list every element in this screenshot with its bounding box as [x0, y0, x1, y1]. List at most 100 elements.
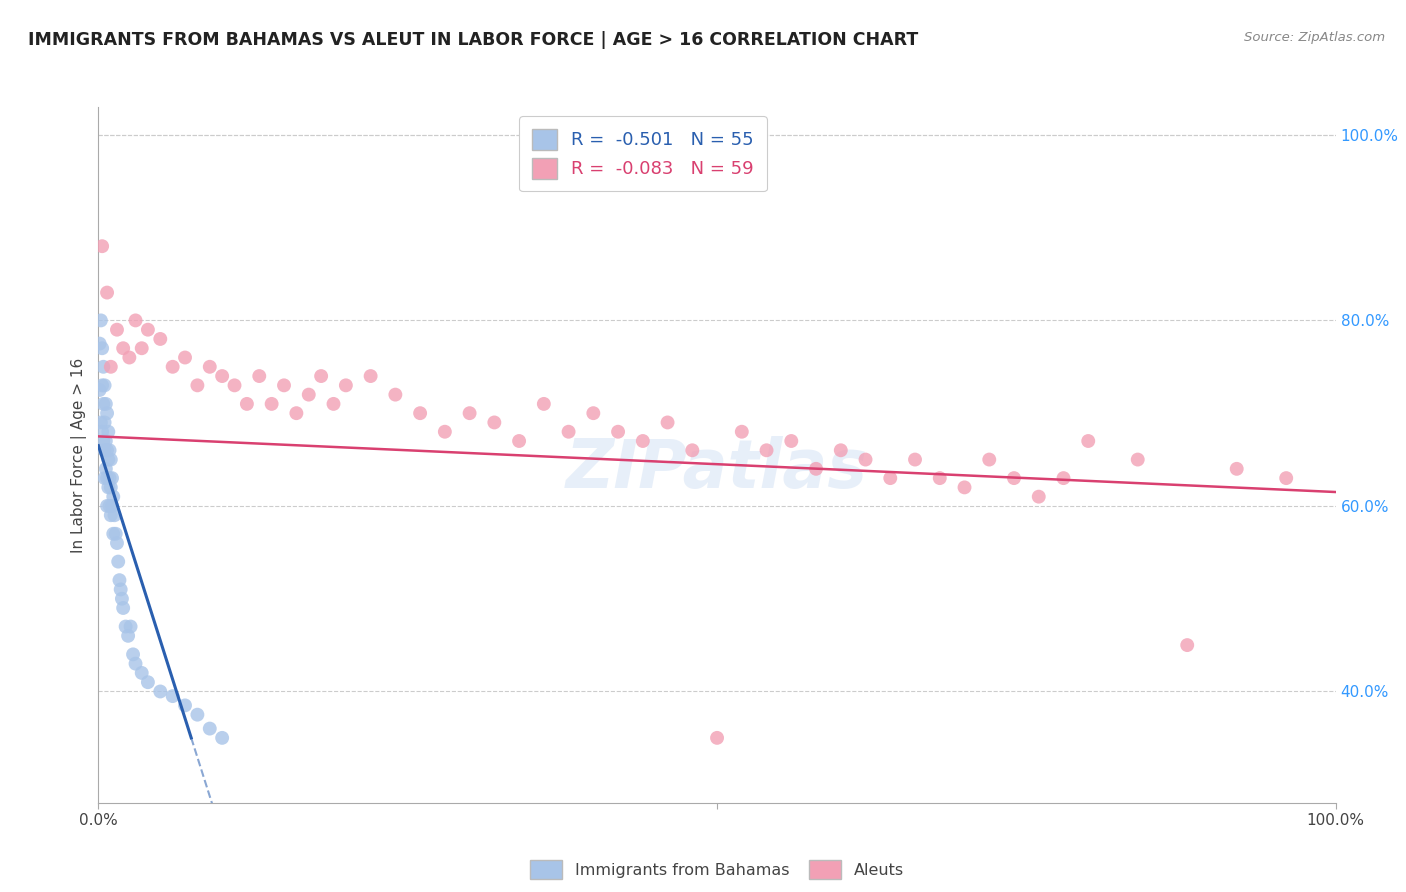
Point	[120, 619, 142, 633]
Point	[97, 480, 120, 494]
Text: IMMIGRANTS FROM BAHAMAS VS ALEUT IN LABOR FORCE | AGE > 16 CORRELATION CHART: IMMIGRANTS FROM BAHAMAS VS ALEUT IN LABO…	[28, 31, 918, 49]
Point	[105, 323, 128, 337]
Point	[298, 387, 321, 401]
Legend: Immigrants from Bahamas, Aleuts: Immigrants from Bahamas, Aleuts	[524, 854, 910, 885]
Point	[162, 689, 184, 703]
Point	[273, 378, 295, 392]
Point	[174, 698, 197, 713]
Point	[103, 526, 125, 541]
Point	[1175, 638, 1198, 652]
Point	[198, 359, 221, 374]
Point	[101, 499, 124, 513]
Point	[657, 416, 679, 430]
Point	[409, 406, 432, 420]
Point	[91, 341, 114, 355]
Point	[804, 462, 827, 476]
Point	[904, 452, 927, 467]
Point	[484, 416, 506, 430]
Point	[607, 425, 630, 439]
Point	[149, 684, 172, 698]
Point	[1126, 452, 1149, 467]
Point	[360, 369, 382, 384]
Point	[731, 425, 754, 439]
Point	[108, 573, 131, 587]
Point	[706, 731, 728, 745]
Point	[260, 397, 283, 411]
Point	[93, 443, 115, 458]
Point	[91, 378, 114, 392]
Point	[1077, 434, 1099, 448]
Point	[780, 434, 803, 448]
Text: Source: ZipAtlas.com: Source: ZipAtlas.com	[1244, 31, 1385, 45]
Point	[681, 443, 703, 458]
Point	[97, 452, 120, 467]
Point	[582, 406, 605, 420]
Point	[122, 648, 145, 662]
Point	[830, 443, 852, 458]
Point	[186, 378, 208, 392]
Point	[117, 629, 139, 643]
Point	[114, 619, 136, 633]
Point	[1052, 471, 1074, 485]
Point	[90, 416, 112, 430]
Point	[91, 239, 114, 253]
Point	[247, 369, 270, 384]
Point	[879, 471, 901, 485]
Y-axis label: In Labor Force | Age > 16: In Labor Force | Age > 16	[72, 358, 87, 552]
Point	[93, 434, 115, 448]
Point	[93, 416, 115, 430]
Point	[557, 425, 579, 439]
Point	[335, 378, 357, 392]
Point	[96, 406, 118, 420]
Point	[98, 443, 121, 458]
Point	[236, 397, 259, 411]
Point	[98, 499, 121, 513]
Point	[111, 591, 134, 606]
Point	[928, 471, 950, 485]
Point	[100, 359, 122, 374]
Point	[174, 351, 197, 365]
Point	[384, 387, 406, 401]
Point	[855, 452, 877, 467]
Point	[93, 471, 115, 485]
Point	[755, 443, 778, 458]
Point	[508, 434, 530, 448]
Point	[285, 406, 308, 420]
Point	[131, 341, 153, 355]
Point	[98, 471, 121, 485]
Point	[136, 323, 159, 337]
Point	[91, 425, 114, 439]
Point	[186, 707, 208, 722]
Point	[97, 425, 120, 439]
Point	[94, 397, 117, 411]
Point	[93, 359, 115, 374]
Point	[224, 378, 246, 392]
Point	[309, 369, 332, 384]
Point	[211, 731, 233, 745]
Point	[96, 471, 118, 485]
Point	[103, 490, 125, 504]
Point	[198, 722, 221, 736]
Point	[1002, 471, 1025, 485]
Point	[1226, 462, 1249, 476]
Point	[100, 480, 122, 494]
Point	[94, 462, 117, 476]
Point	[89, 336, 111, 351]
Point	[93, 378, 115, 392]
Point	[124, 657, 146, 671]
Point	[89, 383, 111, 397]
Point	[118, 351, 141, 365]
Point	[100, 508, 122, 523]
Point	[96, 443, 118, 458]
Point	[211, 369, 233, 384]
Point	[112, 601, 135, 615]
Point	[94, 434, 117, 448]
Point	[1028, 490, 1050, 504]
Point	[631, 434, 654, 448]
Point	[90, 313, 112, 327]
Point	[162, 359, 184, 374]
Point	[322, 397, 344, 411]
Point	[458, 406, 481, 420]
Point	[100, 452, 122, 467]
Point	[136, 675, 159, 690]
